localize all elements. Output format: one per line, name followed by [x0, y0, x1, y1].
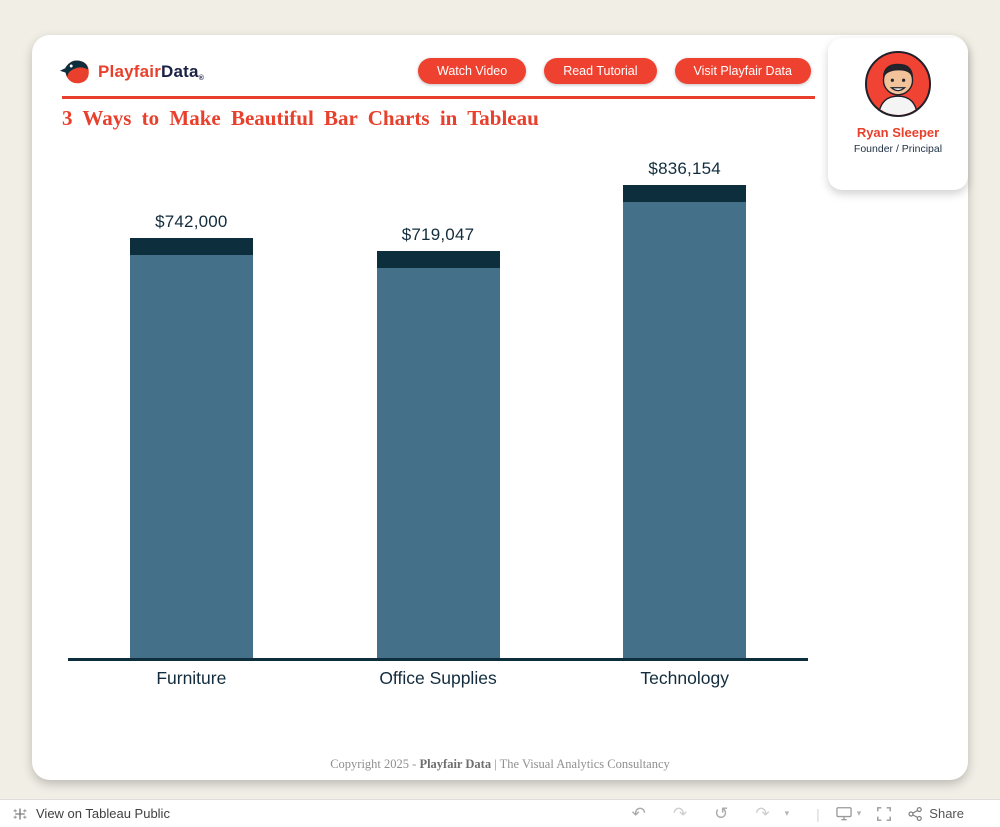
avatar-illustration [867, 53, 929, 115]
header-button-row: Watch Video Read Tutorial Visit Playfair… [418, 58, 811, 84]
copyright-brand: Playfair Data [419, 757, 492, 771]
bar-column: $742,000 [68, 212, 315, 658]
brand-second: Data [161, 62, 199, 81]
read-tutorial-button[interactable]: Read Tutorial [544, 58, 657, 84]
refresh-icon[interactable]: ↷ [755, 804, 770, 823]
bar-value-label: $719,047 [401, 225, 475, 244]
profile-name: Ryan Sleeper [856, 125, 940, 140]
bar[interactable] [623, 185, 747, 658]
brand-wordmark: PlayfairData® [98, 62, 204, 82]
device-preview-control[interactable]: ▾ [835, 806, 862, 821]
device-preview-icon [836, 807, 852, 821]
visit-playfair-data-button[interactable]: Visit Playfair Data [674, 58, 811, 84]
copyright-suffix: | The Visual Analytics Consultancy [491, 757, 670, 771]
view-on-tableau-public-link[interactable]: View on Tableau Public [36, 806, 170, 821]
kingfisher-bird-icon [60, 60, 89, 84]
fullscreen-icon[interactable] [876, 806, 892, 822]
tableau-toolbar: View on Tableau Public ↶ ↷ ↺ ↷ ▾ | ▾ [0, 799, 1000, 827]
bar-column: $836,154 [561, 159, 808, 658]
copyright-line: Copyright 2025 - Playfair Data | The Vis… [32, 757, 968, 772]
category-label: Furniture [156, 668, 227, 688]
device-preview-caret-icon[interactable]: ▾ [856, 808, 862, 818]
watch-video-button[interactable]: Watch Video [418, 58, 527, 84]
share-label: Share [929, 806, 964, 821]
copyright-prefix: Copyright 2025 - [330, 757, 420, 771]
playfair-data-logo[interactable]: PlayfairData® [60, 57, 204, 87]
page-title: 3 Ways to Make Beautiful Bar Charts in T… [62, 106, 539, 130]
bar-cap [129, 238, 253, 255]
bar[interactable] [376, 251, 500, 658]
toolbar-left[interactable]: View on Tableau Public [12, 806, 170, 822]
bar-column: $719,047 [315, 225, 562, 658]
dashboard-card: PlayfairData® Watch Video Read Tutorial … [32, 35, 968, 780]
avatar [865, 51, 931, 117]
undo-icon[interactable]: ↶ [631, 804, 646, 823]
author-profile-card: Ryan Sleeper Founder / Principal [828, 38, 968, 190]
header-divider [62, 96, 815, 99]
reset-icon[interactable]: ↺ [714, 804, 729, 823]
category-label: Office Supplies [379, 668, 497, 688]
brand-first: Playfair [98, 62, 162, 81]
toolbar-separator: | [816, 805, 820, 822]
toolbar-right: ↶ ↷ ↺ ↷ ▾ | ▾ [632, 805, 964, 822]
bar-cap [376, 251, 500, 268]
brand-registered-mark: ® [198, 75, 205, 82]
bar-cap [623, 185, 747, 202]
bar[interactable] [129, 238, 253, 658]
x-axis-line [68, 658, 808, 661]
redo-icon[interactable]: ↷ [672, 804, 688, 823]
profile-role: Founder / Principal [853, 143, 943, 155]
tableau-logo-icon [13, 808, 27, 819]
category-label: Technology [640, 668, 729, 688]
share-button[interactable]: Share [907, 806, 964, 822]
refresh-caret-icon[interactable]: ▾ [784, 808, 790, 818]
bar-value-label: $742,000 [155, 212, 228, 231]
share-icon [908, 806, 923, 821]
bar-value-label: $836,154 [648, 159, 721, 178]
bar-chart: $742,000 $719,047 $836,154 [68, 155, 808, 658]
category-labels: Furniture Office Supplies Technology [68, 668, 808, 689]
